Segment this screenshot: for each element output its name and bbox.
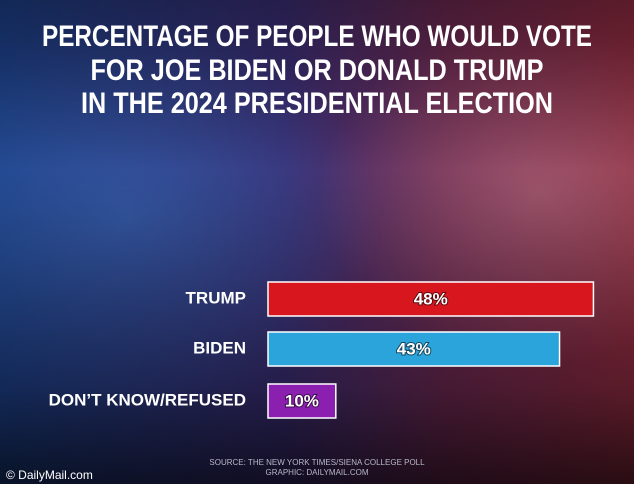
bar: [267, 383, 337, 419]
bar: [267, 281, 595, 317]
category-label: DON’T KNOW/REFUSED: [49, 390, 246, 409]
value-label: 43%: [397, 339, 431, 358]
chart-title: IN THE 2024 PRESIDENTIAL ELECTION: [81, 87, 553, 120]
category-label: TRUMP: [186, 288, 246, 307]
chart-title: FOR JOE BIDEN OR DONALD TRUMP: [91, 54, 544, 87]
source-note: GRAPHIC: DAILYMAIL.COM: [266, 468, 369, 477]
logo: © DailyMail.com: [6, 468, 93, 482]
chart-title: PERCENTAGE OF PEOPLE WHO WOULD VOTE: [42, 20, 592, 53]
source-note: SOURCE: THE NEW YORK TIMES/SIENA COLLEGE…: [209, 458, 425, 467]
bar: [267, 331, 561, 367]
category-label: BIDEN: [193, 338, 246, 357]
value-label: 48%: [414, 289, 448, 308]
value-label: 10%: [285, 391, 319, 410]
